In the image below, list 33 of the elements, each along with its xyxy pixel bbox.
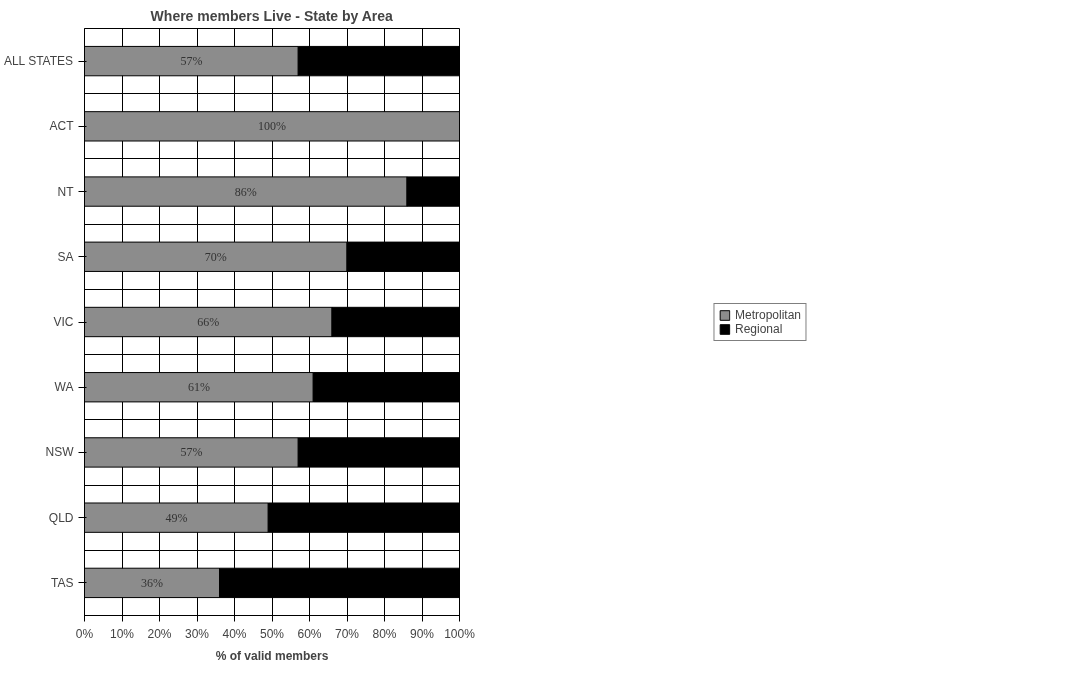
y-tick-label: TAS [51, 575, 74, 590]
data-label: 57% [180, 54, 203, 69]
x-tick-label: 50% [259, 626, 285, 641]
y-tick-label: ACT [49, 119, 75, 134]
x-axis-title: % of valid members [215, 648, 329, 663]
y-tick-label: NSW [45, 445, 75, 460]
x-tick-label: 20% [147, 626, 172, 641]
x-tick-label: 40% [222, 626, 247, 641]
chart-title: Where members Live - State by Area [150, 7, 394, 24]
y-tick-label: WA [54, 380, 74, 395]
data-label: 70% [204, 249, 227, 264]
x-tick-label: 70% [334, 626, 360, 641]
x-tick-label: 90% [409, 626, 435, 641]
y-tick-label: NT [57, 184, 75, 199]
y-tick-label: SA [57, 249, 74, 264]
y-tick-label: VIC [53, 315, 74, 329]
data-label: 86% [234, 184, 257, 199]
data-label: 36% [141, 575, 163, 590]
y-tick-label: ALL STATES [3, 54, 74, 69]
data-label: 100% [258, 119, 286, 134]
legend-label: Metropolitan [734, 307, 802, 322]
x-tick-label: 10% [109, 626, 135, 641]
x-tick-label: 60% [297, 626, 322, 641]
y-tick-label: QLD [48, 510, 74, 525]
data-label: 66% [197, 315, 220, 329]
x-tick-label: 100% [444, 626, 476, 641]
x-tick-label: 0% [75, 626, 94, 641]
data-label: 49% [165, 510, 188, 525]
legend-label: Regional [734, 321, 783, 336]
data-label: 61% [187, 380, 210, 395]
data-label: 57% [180, 445, 203, 460]
x-tick-label: 30% [184, 626, 210, 641]
x-tick-label: 80% [372, 626, 397, 641]
